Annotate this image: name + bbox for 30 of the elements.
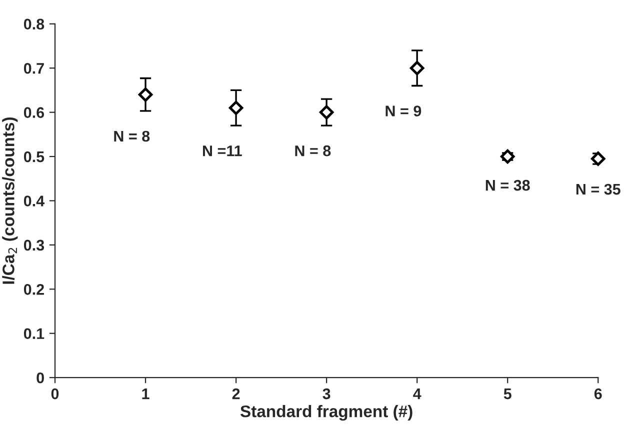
y-tick-label: 0.6: [24, 107, 44, 118]
x-tick-label: 1: [142, 388, 150, 400]
annotation: N =11: [203, 146, 242, 156]
x-tick-label: 6: [594, 388, 602, 400]
y-tick-label: 0.5: [24, 151, 44, 162]
y-tick-label: 0.2: [24, 284, 44, 295]
y-tick-label: 0: [36, 372, 44, 384]
annotation: N = 35: [576, 184, 620, 195]
x-axis-title: Standard fragment (#): [240, 405, 412, 421]
point: [590, 152, 606, 166]
x-tick-label: 3: [322, 388, 330, 400]
y-tick-label: 0.8: [24, 18, 44, 30]
y-tick-label: 0.3: [24, 240, 44, 251]
point: [319, 105, 334, 120]
y-axis-title: I/Ca$_{2}$ (counts/counts): [2, 117, 18, 284]
annotation: N = 8: [114, 130, 150, 142]
annotation: N = 9: [386, 106, 422, 116]
x-tick-label: 0: [51, 388, 59, 400]
point: [500, 149, 515, 164]
y-tick-label: 0.4: [24, 196, 45, 206]
y-tick-label: 0.7: [24, 62, 44, 74]
annotation: N = 38: [486, 180, 530, 191]
x-tick-label: 5: [504, 388, 512, 400]
point: [410, 60, 424, 76]
point: [228, 100, 244, 116]
point: [138, 87, 153, 102]
x-tick-label: 4: [413, 388, 422, 400]
annotation: N = 8: [295, 145, 331, 156]
x-tick-label: 2: [232, 388, 240, 400]
y-tick-label: 0.1: [24, 328, 44, 340]
